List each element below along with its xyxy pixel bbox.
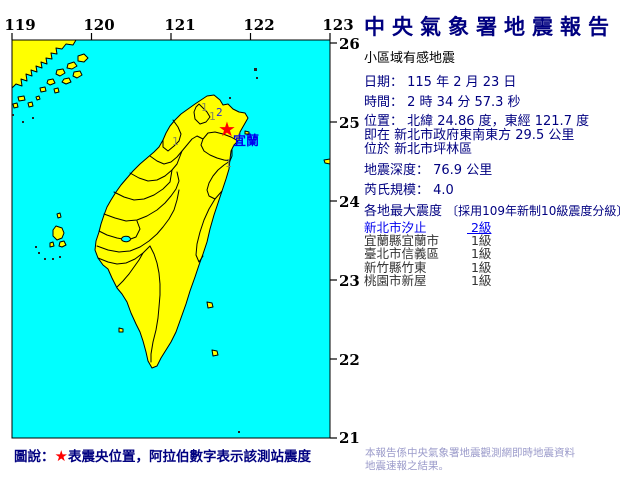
station-name: 桃園市新屋 bbox=[364, 272, 427, 288]
intensity-scale-note: 〔採用109年新制10級震度分級〕 bbox=[446, 204, 629, 218]
station-row-zhudong: 新竹縣竹東 1級 bbox=[364, 259, 636, 275]
station-intensity: 1級 bbox=[470, 246, 492, 262]
report-relative-location-line: 即在 新北市政府東南東方 29.5 公里 bbox=[364, 128, 575, 143]
lon-label-120: 120 bbox=[83, 16, 114, 34]
station-intensity-list: 新北市汐止 2級 宜蘭縣宜蘭市 1級 臺北市信義區 1級 新竹縣竹東 1級 桃園… bbox=[364, 221, 636, 287]
longitude-ticks bbox=[11, 33, 331, 40]
intensity-marker-1-xinwu: 1 bbox=[201, 101, 208, 114]
report-panel: 中央氣象署地震報告 小區域有感地震 日期： 115 年 2 月 23 日 時間：… bbox=[364, 12, 636, 287]
station-row-yilan: 宜蘭縣宜蘭市 1級 bbox=[364, 234, 636, 247]
intensity-marker-1-xinyi: 1 bbox=[209, 110, 216, 123]
intensity-header: 各地最大震度 〔採用109年新制10級震度分級〕 bbox=[364, 203, 636, 219]
sun-moon-lake bbox=[121, 235, 131, 243]
latitude-ticks bbox=[330, 42, 337, 439]
station-name[interactable]: 新北市汐止 bbox=[364, 220, 427, 235]
station-intensity: 1級 bbox=[470, 233, 492, 249]
report-time-line: 時間： 2 時 34 分 57.3 秒 bbox=[364, 95, 521, 110]
mainland-china-coast bbox=[11, 39, 77, 89]
report-date-line: 日期： 115 年 2 月 23 日 bbox=[364, 75, 517, 90]
lat-label-25: 25 bbox=[339, 114, 360, 132]
station-name: 臺北市信義區 bbox=[364, 246, 440, 262]
report-depth-line: 地震深度： 76.9 公里 bbox=[364, 163, 493, 178]
intensity-header-label: 各地最大震度 bbox=[364, 204, 443, 219]
county-borders bbox=[96, 103, 239, 363]
station-row-xizhi[interactable]: 新北市汐止 2級 bbox=[364, 221, 636, 234]
mainland-islets bbox=[12, 53, 89, 123]
disclaimer-line2: 地震速報之結果。 bbox=[365, 460, 449, 472]
report-magnitude-line: 芮氏規模： 4.0 bbox=[364, 183, 454, 198]
lon-label-121: 121 bbox=[164, 16, 195, 34]
lat-label-21: 21 bbox=[339, 429, 360, 447]
legend-star-icon: ★ bbox=[54, 447, 68, 465]
disclaimer-line1: 本報告係中央氣象署地震觀測網即時地震資料 bbox=[365, 447, 575, 459]
report-district-line: 位於 新北市坪林區 bbox=[364, 142, 473, 157]
disclaimer-watermark: 本報告係中央氣象署地震觀測網即時地震資料 地震速報之結果。 bbox=[365, 447, 575, 473]
intensity-marker-1-yilan: 1 bbox=[225, 157, 232, 170]
offshore-islands bbox=[35, 68, 331, 433]
intensity-markers: 2 1 1 1 1 bbox=[172, 101, 232, 170]
station-intensity: 1級 bbox=[470, 259, 492, 275]
epicenter-star-icon: ★ bbox=[218, 117, 236, 141]
latitude-labels: 26 25 24 23 22 21 bbox=[339, 35, 360, 447]
intensity-marker-2: 2 bbox=[216, 106, 223, 119]
station-name: 宜蘭縣宜蘭市 bbox=[364, 233, 440, 249]
intensity-marker-1-zhudong: 1 bbox=[172, 135, 179, 148]
epicenter-label: 宜蘭 bbox=[233, 133, 259, 149]
station-intensity: 1級 bbox=[470, 272, 492, 288]
taiwan-map: 119 120 121 122 123 26 25 24 23 22 21 bbox=[4, 16, 360, 447]
map-legend: 圖說：★表震央位置，阿拉伯數字表示該測站震度 bbox=[14, 445, 311, 465]
station-row-xinwu: 桃園市新屋 1級 bbox=[364, 274, 636, 287]
lon-label-119: 119 bbox=[4, 16, 35, 34]
lon-label-122: 122 bbox=[243, 16, 274, 34]
station-name: 新竹縣竹東 bbox=[364, 259, 427, 275]
taiwan-island bbox=[94, 94, 249, 369]
legend-prefix: 圖說： bbox=[14, 449, 55, 465]
report-location-line: 位置： 北緯 24.86 度，東經 121.7 度 bbox=[364, 114, 590, 129]
lat-label-24: 24 bbox=[339, 193, 360, 211]
lon-label-123: 123 bbox=[322, 16, 353, 34]
longitude-labels: 119 120 121 122 123 bbox=[4, 16, 353, 34]
report-title: 中央氣象署地震報告 bbox=[364, 14, 616, 39]
legend-text: 表震央位置，阿拉伯數字表示該測站震度 bbox=[67, 449, 311, 465]
lat-label-22: 22 bbox=[339, 351, 360, 369]
lat-label-23: 23 bbox=[339, 272, 360, 290]
report-subtitle: 小區域有感地震 bbox=[364, 51, 456, 66]
station-intensity[interactable]: 2級 bbox=[470, 220, 492, 235]
station-row-xinyi: 臺北市信義區 1級 bbox=[364, 247, 636, 260]
lat-label-26: 26 bbox=[339, 35, 360, 53]
